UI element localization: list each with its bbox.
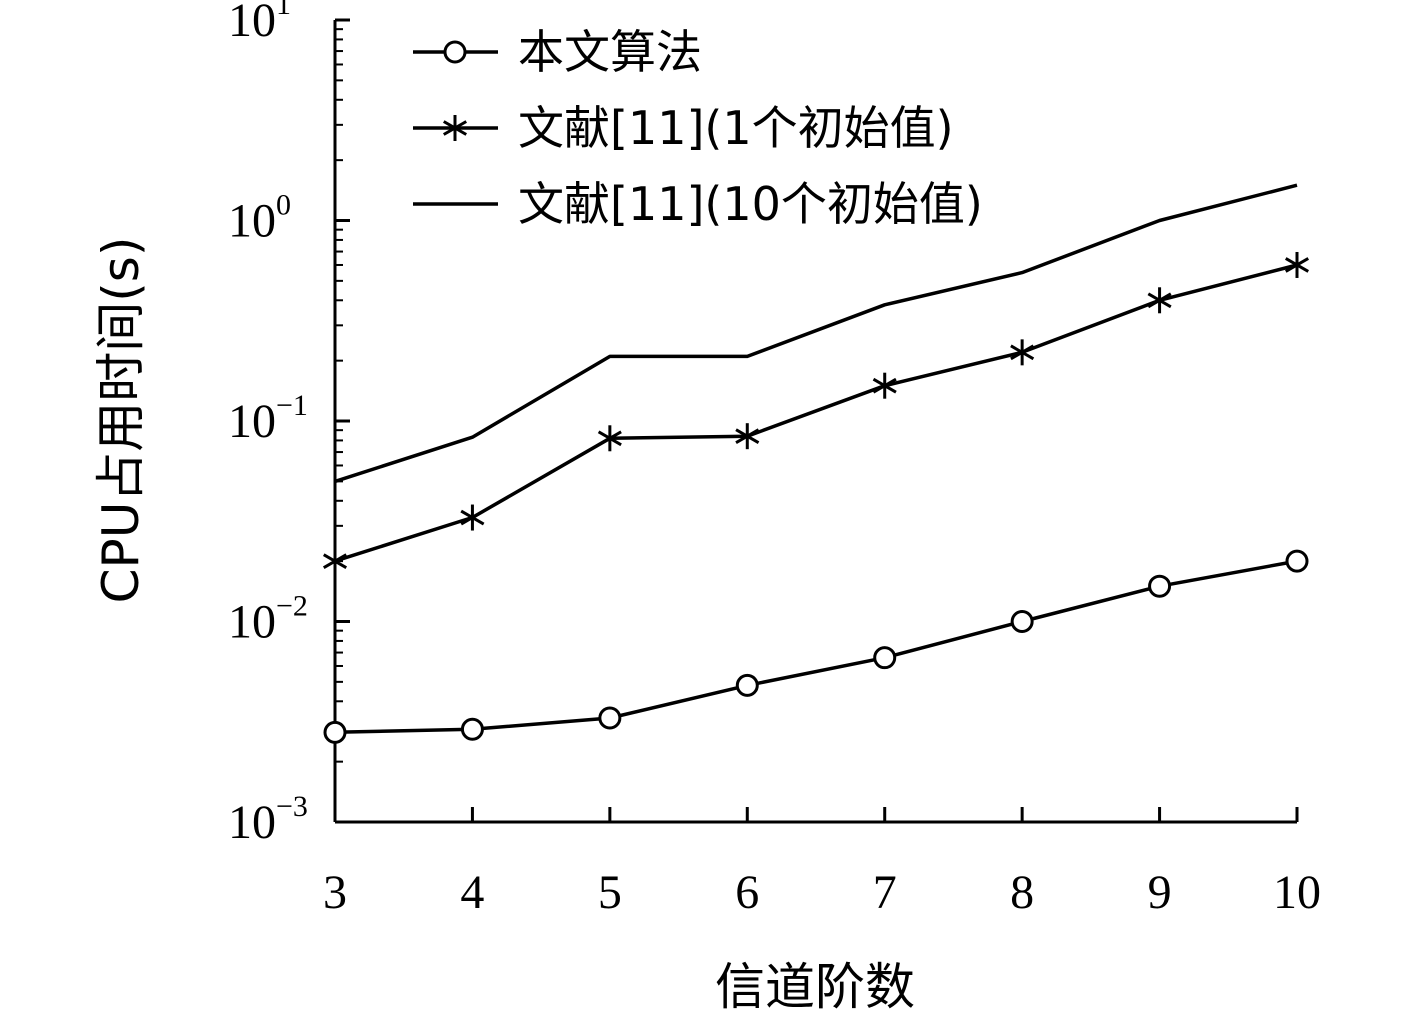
series-1	[323, 549, 1309, 744]
legend-item-2: 文献[11](1个初始值)	[413, 101, 954, 155]
asterisk-marker	[460, 504, 485, 531]
asterisk-marker	[1010, 339, 1035, 366]
asterisk-marker	[872, 372, 897, 399]
circle-marker	[460, 717, 484, 741]
legend-label: 本文算法	[518, 25, 702, 79]
series-3	[334, 183, 1298, 484]
x-ticks: 3 4 5 6 7 8 9 10	[323, 807, 1321, 919]
y-tick-label: 10	[228, 395, 276, 448]
series-line	[334, 183, 1298, 484]
asterisk-marker	[735, 423, 760, 450]
asterisk-marker	[597, 425, 622, 452]
x-tick-label: 8	[1010, 866, 1034, 919]
x-axis-title: 信道阶数	[715, 958, 915, 1016]
x-tick-label: 4	[460, 866, 484, 919]
asterisk-marker	[322, 548, 348, 575]
circle-marker	[323, 720, 347, 744]
y-tick-label: 10	[228, 195, 276, 248]
series-2	[322, 251, 1310, 575]
circle-marker	[873, 646, 897, 670]
x-tick-label: 7	[873, 866, 897, 919]
legend-label: 文献[11](1个初始值)	[518, 101, 954, 155]
circle-marker	[735, 673, 759, 697]
series-line	[334, 263, 1298, 563]
x-tick-label: 10	[1273, 866, 1321, 919]
y-tick-exponent: −3	[276, 790, 308, 823]
y-tick-exponent: 0	[276, 189, 291, 222]
y-tick-label: 10	[228, 0, 276, 47]
series-line	[334, 559, 1298, 735]
legend-label: 文献[11](10个初始值)	[518, 177, 983, 231]
circle-marker	[1010, 610, 1034, 633]
y-tick-exponent: −2	[276, 590, 308, 623]
x-tick-label: 6	[735, 866, 759, 919]
asterisk-marker	[1284, 251, 1310, 278]
circle-marker	[443, 40, 467, 64]
y-tick-label: 10	[228, 596, 276, 649]
y-tick-exponent: 1	[276, 0, 291, 21]
circle-marker	[1148, 574, 1172, 598]
y-tick-label: 10	[228, 796, 276, 849]
circle-marker	[1285, 549, 1309, 573]
circle-marker	[598, 706, 622, 730]
asterisk-marker	[1147, 287, 1172, 314]
x-tick-label: 5	[598, 866, 622, 919]
x-tick-label: 9	[1148, 866, 1172, 919]
legend-item-1: 本文算法	[413, 25, 702, 79]
asterisk-marker	[442, 115, 468, 141]
x-tick-label: 3	[323, 866, 347, 919]
y-axis-title: CPU占用时间(s)	[92, 237, 150, 604]
y-tick-exponent: −1	[276, 389, 308, 422]
legend-item-3: 文献[11](10个初始值)	[413, 177, 983, 231]
series-layer	[322, 183, 1310, 744]
